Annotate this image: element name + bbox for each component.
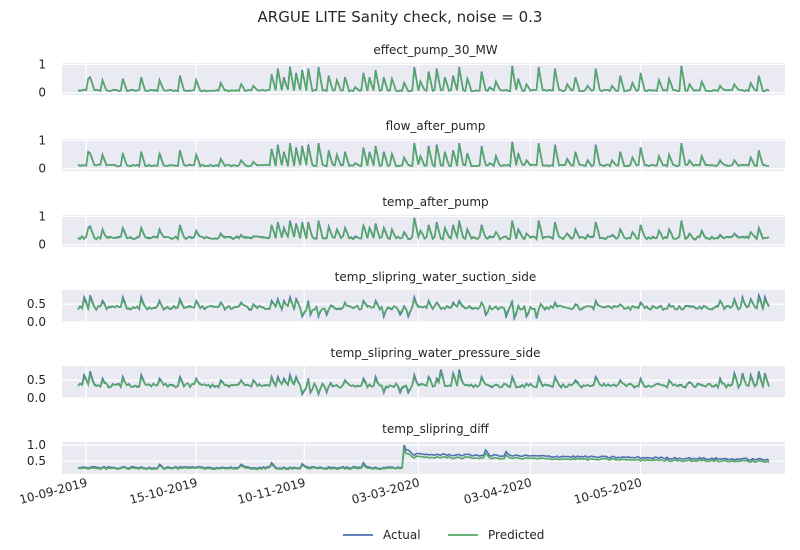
panel-flow-after-pump: 0 1 flow_after_pump	[38, 119, 785, 176]
panel-temp-slipring-diff: 0.5 1.0 temp_slipring_diff	[27, 422, 785, 474]
y-tick-label: 0.5	[27, 297, 46, 311]
series-predicted-line	[77, 67, 770, 93]
x-tick-label: 03-04-2020	[462, 475, 533, 507]
series-predicted-line	[77, 370, 770, 396]
panel-title: temp_after_pump	[382, 195, 488, 209]
plot-area	[62, 366, 785, 398]
panel-effect-pump-30-MW: 0 1 effect_pump_30_MW	[38, 43, 785, 100]
y-tick-label: 0	[38, 238, 46, 252]
panel-title: flow_after_pump	[386, 119, 486, 133]
x-tick-label: 10-05-2020	[572, 475, 643, 507]
panel-temp-after-pump: 0 1 temp_after_pump	[38, 195, 785, 252]
legend-label-actual: Actual	[383, 528, 421, 542]
x-axis-ticks: 10-09-2019 15-10-2019 10-11-2019 03-03-2020…	[18, 475, 643, 507]
panel-title: temp_slipring_diff	[382, 422, 489, 436]
panel-temp-slipring-water-suction-side: 0.0 0.5 temp_slipring_water_suction_side	[27, 270, 785, 329]
y-tick-label: 0.5	[27, 373, 46, 387]
x-tick-label: 10-11-2019	[236, 475, 307, 507]
series-predicted-line	[77, 446, 770, 471]
y-tick-label: 0.0	[27, 391, 46, 405]
y-tick-label: 1	[38, 209, 46, 223]
y-tick-label: 1	[38, 133, 46, 147]
legend-label-predicted: Predicted	[488, 528, 544, 542]
y-tick-label: 1.0	[27, 438, 46, 452]
legend: Actual Predicted	[343, 528, 544, 542]
x-tick-label: 10-09-2019	[18, 475, 89, 507]
panel-temp-slipring-water-pressure-side: 0.0 0.5 temp_slipring_water_pressure_side	[27, 346, 785, 405]
y-tick-label: 1	[38, 57, 46, 71]
panel-title: temp_slipring_water_pressure_side	[330, 346, 540, 360]
x-tick-label: 15-10-2019	[128, 475, 199, 507]
y-tick-label: 0	[38, 162, 46, 176]
series-predicted-line	[77, 143, 770, 168]
panel-title: effect_pump_30_MW	[373, 43, 497, 57]
y-tick-label: 0.5	[27, 454, 46, 468]
y-tick-label: 0	[38, 86, 46, 100]
x-tick-label: 03-03-2020	[350, 475, 421, 507]
panels: 0 1 effect_pump_30_MW 0 1 flow_after_pump 0 1 te…	[27, 43, 785, 474]
chart-title: ARGUE LITE Sanity check, noise = 0.3	[258, 8, 543, 26]
y-tick-label: 0.0	[27, 315, 46, 329]
series-predicted-line	[77, 295, 770, 320]
series-predicted-line	[77, 218, 770, 242]
plot-area	[62, 215, 785, 247]
panel-title: temp_slipring_water_suction_side	[335, 270, 537, 284]
